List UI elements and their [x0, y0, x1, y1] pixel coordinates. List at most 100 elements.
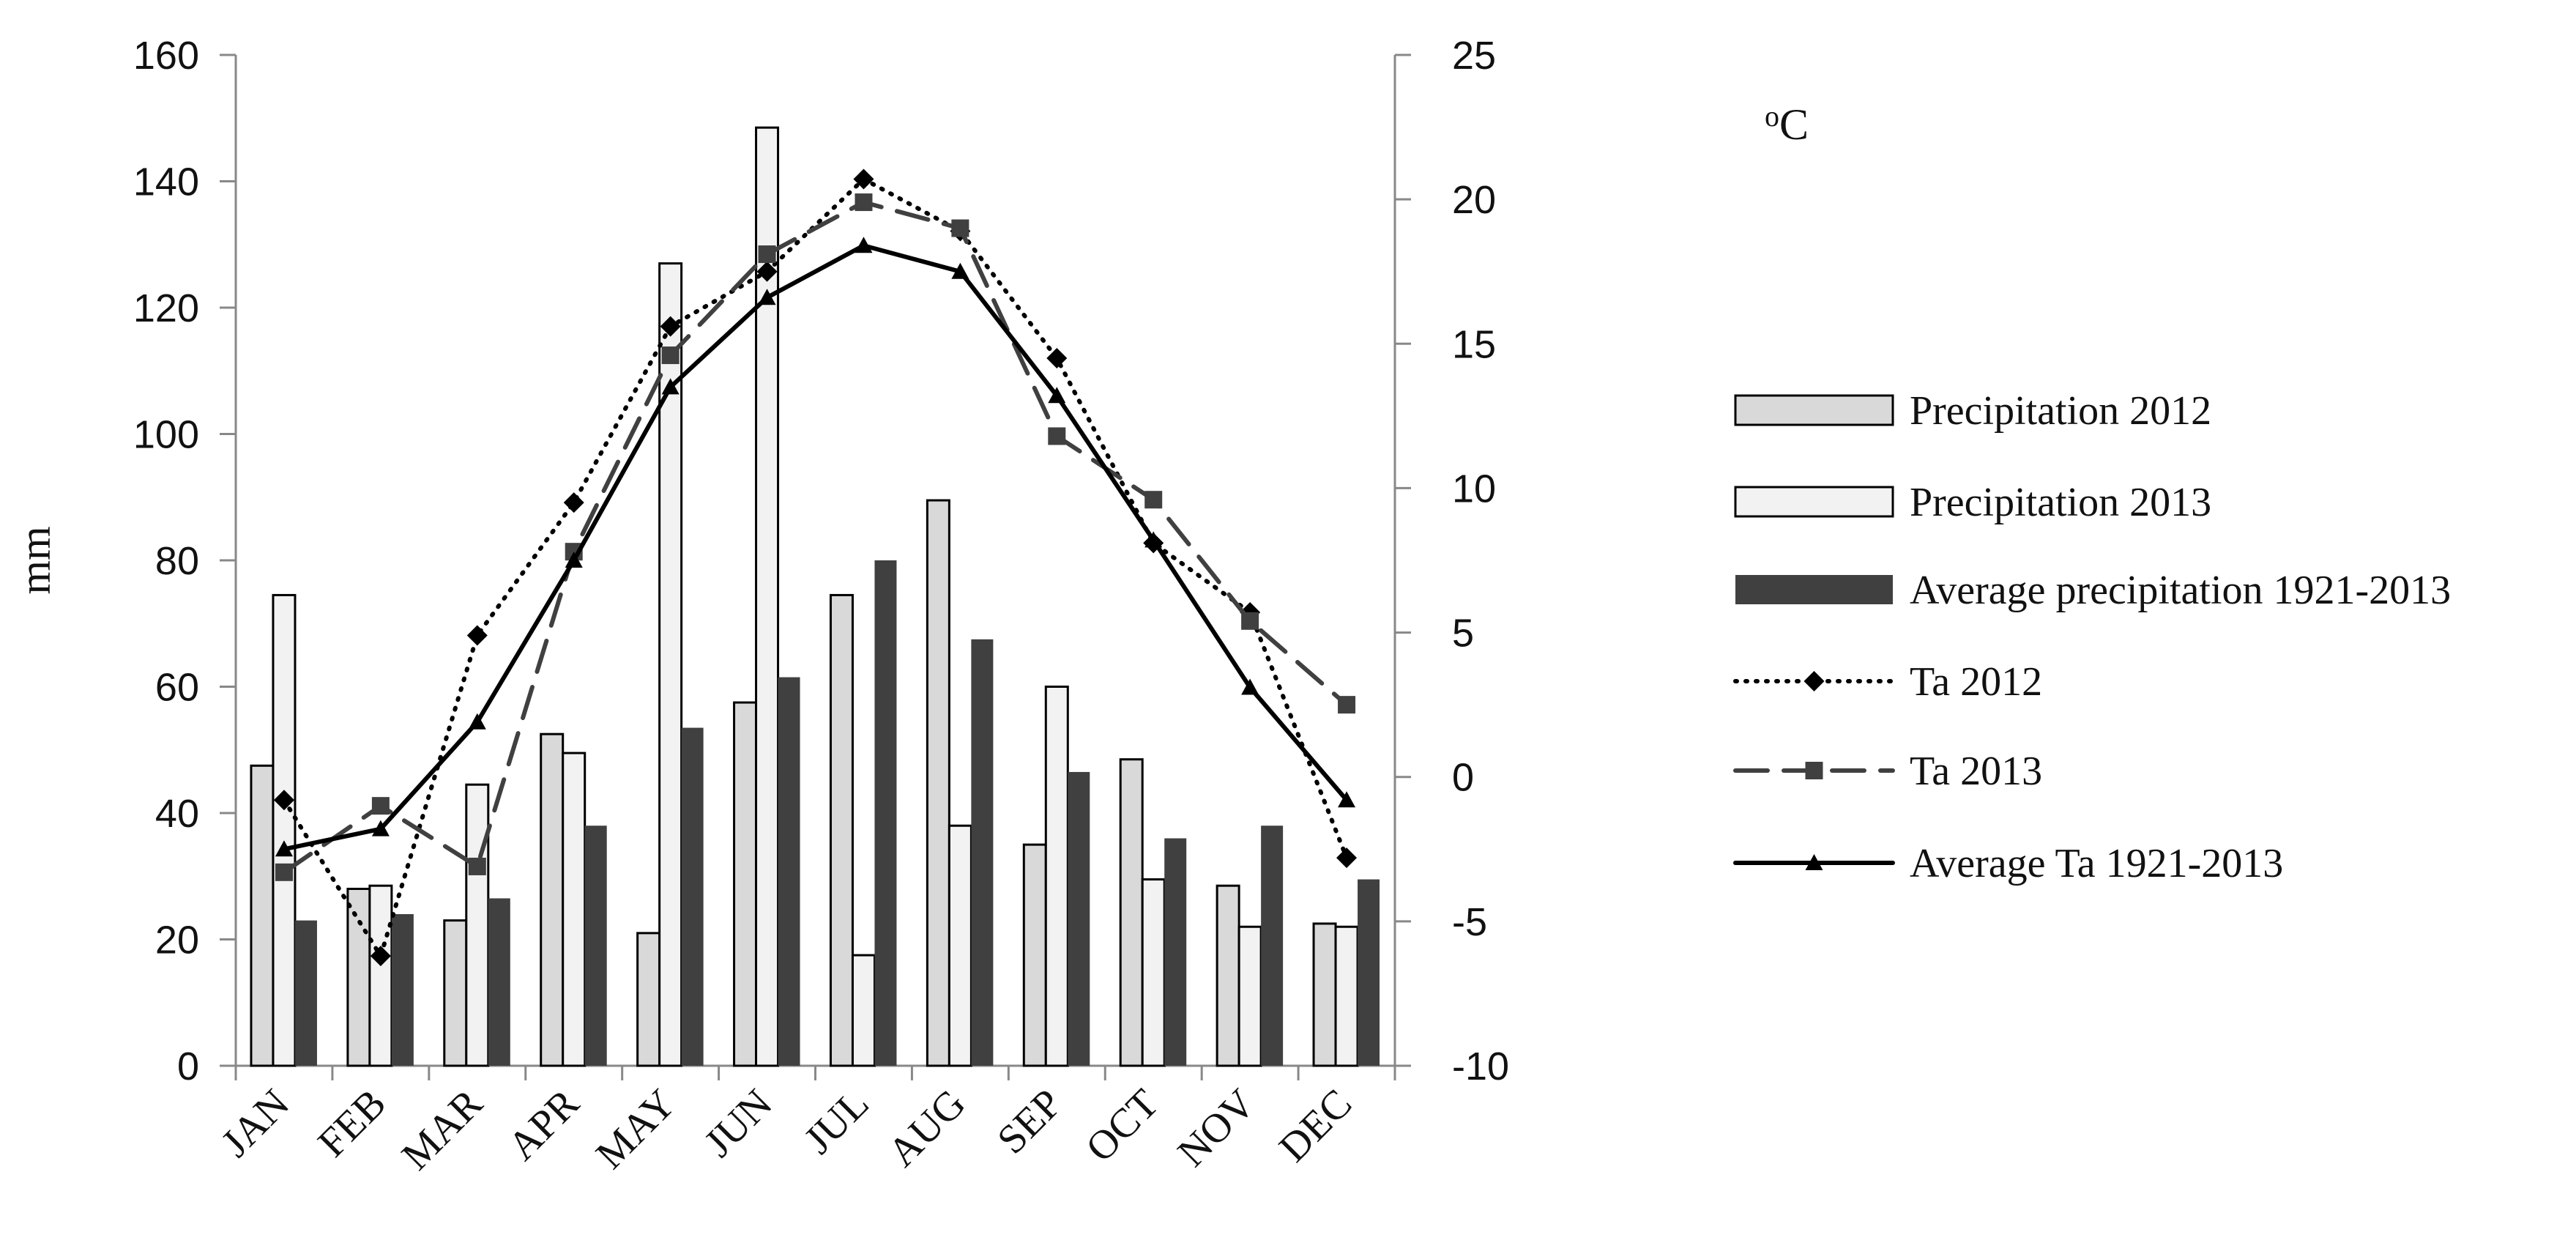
left-tick-label: 120 — [133, 286, 199, 330]
x-tick-label: JAN — [213, 1080, 298, 1165]
bar-3 — [778, 677, 800, 1066]
left-tick-label: 0 — [177, 1045, 199, 1088]
marker-series-2 — [468, 857, 486, 875]
plot-area: 0 20 40 60 80 100 120 140 160 -10 -5 0 5 10 15 20 25 JAN F… — [133, 34, 1509, 1179]
marker-series-3 — [951, 262, 969, 279]
left-tick-label: 140 — [133, 160, 199, 204]
bar-2 — [755, 126, 780, 1067]
bar-2 — [1044, 686, 1069, 1067]
right-axis-title: oC — [1765, 100, 1809, 149]
right-axis-title-base: o — [1765, 100, 1779, 133]
marker-series-3 — [275, 840, 293, 857]
marker-series-2 — [951, 219, 969, 237]
marker-series-3 — [565, 552, 583, 568]
marker-series-1 — [1046, 348, 1068, 368]
bar-2 — [948, 824, 972, 1067]
bar-1 — [250, 764, 275, 1067]
bar-1 — [1216, 884, 1240, 1067]
right-tick-label: 5 — [1452, 612, 1474, 656]
left-tick-label: 80 — [155, 539, 199, 583]
left-tick-label: 160 — [133, 34, 199, 78]
bar-1 — [346, 888, 371, 1067]
bar-1 — [926, 499, 950, 1067]
legend-label-1: Precipitation 2012 — [1910, 388, 2211, 434]
marker-series-1 — [853, 168, 874, 190]
legend-swatch-1 — [1734, 394, 1894, 426]
marker-series-1 — [660, 316, 681, 337]
marker-series-3 — [468, 713, 486, 730]
marker-series-2 — [1241, 612, 1259, 630]
marker-series-2 — [1048, 427, 1066, 445]
legend-marker-5 — [1805, 762, 1823, 779]
line-series-1 — [281, 177, 1350, 959]
x-tick-label: FEB — [310, 1080, 395, 1165]
marker-series-2 — [1338, 696, 1356, 714]
legend-swatch-2 — [1734, 486, 1894, 518]
bar-2 — [1237, 925, 1262, 1067]
right-axis-title-suffix: C — [1779, 100, 1809, 149]
x-tick-label: SEP — [989, 1080, 1071, 1162]
marker-series-2 — [661, 346, 680, 365]
marker-series-3 — [758, 289, 776, 305]
bar-3 — [488, 898, 510, 1066]
marker-series-2 — [758, 245, 776, 264]
bar-3 — [584, 826, 607, 1066]
bar-3 — [1358, 879, 1380, 1066]
line-series-3 — [281, 243, 1350, 852]
bar-1 — [1022, 843, 1047, 1067]
marker-series-3 — [1048, 387, 1066, 404]
marker-series-1 — [273, 790, 294, 811]
legend-label-5: Ta 2013 — [1910, 749, 2042, 794]
bar-2 — [368, 884, 393, 1067]
marker-series-2 — [371, 797, 390, 815]
marker-series-3 — [661, 378, 680, 395]
bar-2 — [1334, 925, 1359, 1067]
line-series-2 — [281, 200, 1350, 875]
marker-series-3 — [1144, 531, 1163, 548]
left-axis-title: mm — [11, 526, 59, 594]
left-tick-label: 40 — [155, 792, 199, 836]
marker-series-3 — [1241, 678, 1259, 695]
bar-2 — [851, 954, 876, 1067]
bar-2 — [562, 752, 587, 1067]
legend: Precipitation 2012 Precipitation 2013 Aver… — [1733, 388, 2451, 886]
legend-label-3: Average precipitation 1921-2013 — [1910, 568, 2451, 613]
marker-series-3 — [1338, 791, 1356, 808]
bar-3 — [391, 914, 414, 1066]
x-tick-label: AUG — [879, 1080, 975, 1176]
bar-2 — [1141, 878, 1166, 1067]
right-tick-label: 0 — [1452, 756, 1474, 800]
bar-1 — [636, 932, 661, 1067]
marker-series-1 — [466, 625, 488, 646]
bar-1 — [1312, 922, 1337, 1067]
right-tick-label: 10 — [1452, 467, 1496, 511]
bar-1 — [1119, 758, 1144, 1067]
bar-1 — [829, 593, 854, 1067]
legend-swatch-3 — [1735, 575, 1893, 604]
bar-2 — [465, 783, 490, 1067]
legend-marker-6 — [1805, 854, 1823, 870]
legend-marker-4 — [1803, 671, 1825, 691]
legend-label-6: Average Ta 1921-2013 — [1910, 841, 2283, 886]
marker-series-2 — [275, 863, 293, 881]
right-tick-label: 25 — [1452, 34, 1496, 78]
bar-3 — [294, 920, 317, 1066]
marker-series-3 — [855, 237, 873, 253]
bar-3 — [1261, 826, 1284, 1066]
x-tick-label: MAY — [587, 1080, 685, 1178]
marker-series-1 — [563, 492, 584, 513]
x-tick-label: APR — [499, 1080, 588, 1169]
bar-3 — [1068, 771, 1090, 1066]
bar-3 — [874, 560, 897, 1066]
x-tick-label: DEC — [1270, 1080, 1360, 1170]
legend-label-2: Precipitation 2013 — [1910, 480, 2211, 525]
right-tick-label: 15 — [1452, 322, 1496, 366]
marker-series-1 — [370, 946, 391, 967]
marker-series-1 — [756, 261, 778, 282]
x-tick-label: JUN — [696, 1080, 781, 1165]
bar-1 — [733, 701, 758, 1067]
x-tick-label: MAR — [393, 1080, 492, 1179]
left-tick-label: 100 — [133, 413, 199, 457]
